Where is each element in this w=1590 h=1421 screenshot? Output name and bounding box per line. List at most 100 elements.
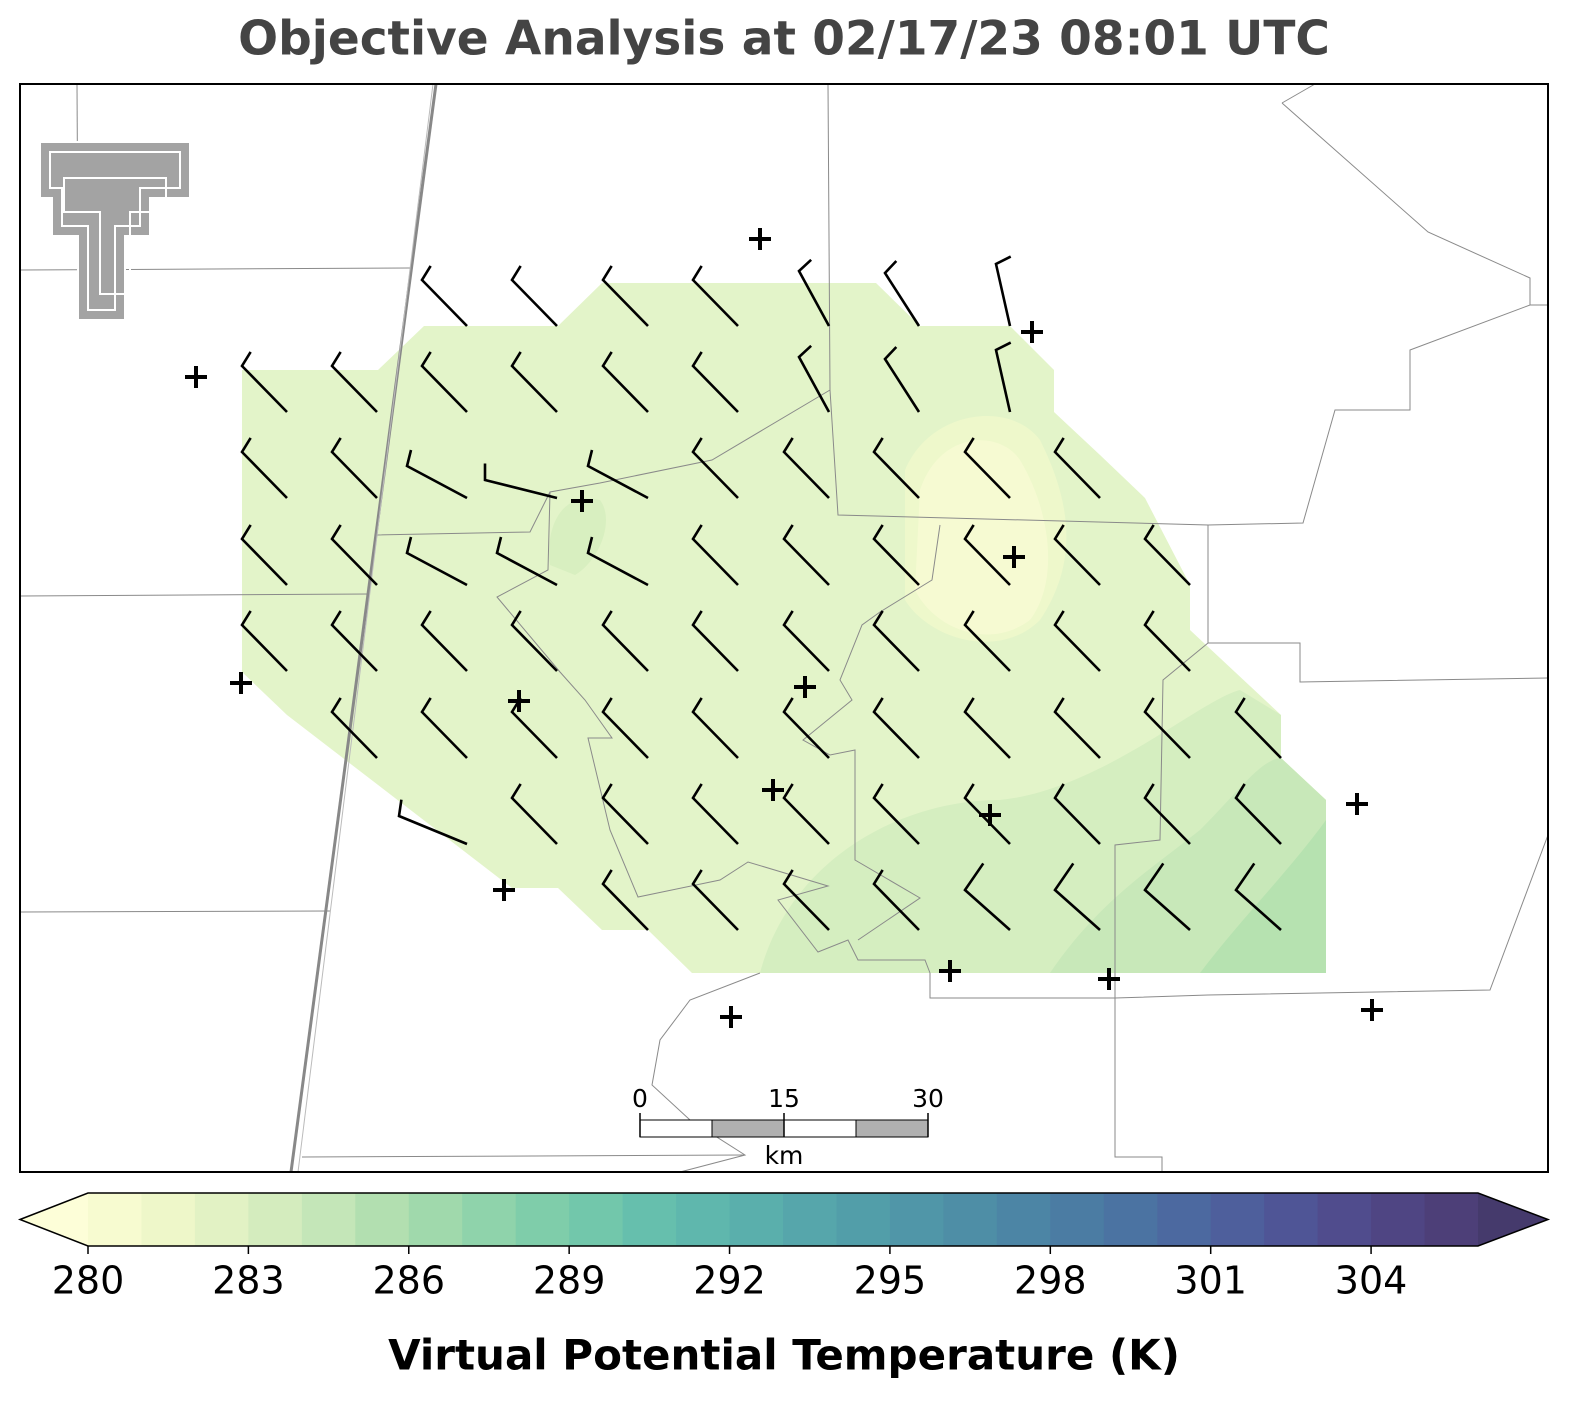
colorbar-tick-label: 280: [52, 1259, 125, 1303]
wind-barb: [691, 869, 739, 931]
wind-barb: [1234, 783, 1282, 845]
station: [1098, 968, 1120, 990]
station: [1346, 793, 1368, 815]
scale-unit: km: [765, 1141, 804, 1170]
colorbar-segment: [889, 1193, 944, 1246]
wind-barb: [420, 351, 468, 413]
colorbar-tick-label: 283: [212, 1259, 285, 1303]
wind-barb: [691, 783, 739, 845]
wind-barb: [586, 536, 649, 587]
station: [794, 676, 816, 698]
colorbar-segment: [141, 1193, 196, 1246]
wind-barb: [691, 524, 739, 586]
wind-barb: [330, 351, 378, 413]
wind-barb: [797, 258, 831, 327]
wind-barb: [963, 610, 1011, 672]
wind-barb: [601, 351, 649, 413]
colorbar-segment: [1424, 1193, 1479, 1246]
wind-barb: [510, 783, 558, 845]
map: 0 15 30 km: [19, 83, 1549, 1173]
wind-barb: [872, 869, 920, 931]
wind-barb: [883, 346, 921, 413]
scale-segment: [711, 1119, 785, 1138]
colorbar-segment: [355, 1193, 410, 1246]
colorbar-tick-label: 289: [533, 1259, 606, 1303]
colorbar-segment: [569, 1193, 624, 1246]
wind-barb: [1234, 697, 1282, 759]
colorbar-segment: [783, 1193, 837, 1246]
wind-barb: [1053, 697, 1101, 759]
wind-barb: [1053, 783, 1101, 845]
colorbar-segment: [1371, 1193, 1426, 1246]
wind-barb: [405, 536, 468, 587]
station: [1003, 546, 1025, 568]
scale-segment: [639, 1119, 713, 1138]
wind-barb: [240, 610, 288, 672]
wind-barb: [405, 449, 468, 500]
wind-barb: [963, 437, 1011, 499]
wind-barb: [994, 255, 1012, 327]
colorbar-segment: [836, 1193, 891, 1246]
colorbar-segment: [1050, 1193, 1105, 1246]
colorbar-segment: [729, 1193, 784, 1246]
colorbar-segment: [1210, 1193, 1265, 1246]
scale-tick-label: 15: [768, 1084, 800, 1113]
colorbar-segment: [1317, 1193, 1372, 1246]
station: [571, 490, 593, 512]
colorbar-tick-label: 292: [693, 1259, 766, 1303]
wind-barb: [782, 524, 830, 586]
colorbar-segment: [248, 1193, 303, 1246]
wind-barb: [782, 610, 830, 672]
wind-barb: [872, 697, 920, 759]
wind-barb: [601, 610, 649, 672]
wind-barb: [510, 610, 558, 672]
scale-tick-label: 0: [632, 1084, 648, 1113]
wind-barb: [483, 463, 558, 500]
wind-barb: [872, 610, 920, 672]
station: [493, 879, 515, 901]
stations: [185, 228, 1383, 1028]
wind-barb: [510, 265, 558, 327]
colorbar-over: [1478, 1193, 1548, 1246]
colorbar-segment: [1264, 1193, 1319, 1246]
colorbar: 280 283 286 289 292 295 298 301 304: [17, 1192, 1551, 1303]
wind-barb: [330, 610, 378, 672]
colorbar-segment: [996, 1193, 1051, 1246]
colorbar-segment: [408, 1193, 463, 1246]
wind-barb: [601, 697, 649, 759]
station: [1361, 999, 1383, 1021]
wind-barb: [330, 697, 378, 759]
colorbar-segment: [1157, 1193, 1212, 1246]
wind-barb: [420, 697, 468, 759]
station: [979, 804, 1001, 826]
wind-barb: [510, 351, 558, 413]
wind-barb: [601, 265, 649, 327]
scale-segment: [855, 1119, 929, 1138]
station: [185, 366, 207, 388]
colorbar-segment: [515, 1193, 570, 1246]
wind-barb: [397, 799, 468, 846]
wind-barb: [420, 610, 468, 672]
wind-barb: [1053, 610, 1101, 672]
colorbar-segment: [676, 1193, 731, 1246]
station: [720, 1006, 742, 1028]
station: [939, 960, 961, 982]
colorbar-label: Virtual Potential Temperature (K): [388, 1331, 1180, 1380]
scale-segment: [783, 1119, 857, 1138]
wind-barb: [883, 260, 921, 327]
wind-barb: [872, 524, 920, 586]
wind-barb: [1053, 524, 1101, 586]
colorbar-segment: [943, 1193, 998, 1246]
wind-barb: [240, 437, 288, 499]
wind-barb: [1234, 862, 1282, 931]
wind-barb: [872, 437, 920, 499]
wind-barb: [1143, 524, 1191, 586]
wind-barb: [691, 437, 739, 499]
wind-barb: [495, 536, 558, 587]
wind-barb: [240, 351, 288, 413]
wind-barb: [782, 783, 830, 845]
colorbar-tick-label: 298: [1014, 1259, 1087, 1303]
colorbar-tick-label: 301: [1174, 1259, 1247, 1303]
wind-barb: [1143, 783, 1191, 845]
